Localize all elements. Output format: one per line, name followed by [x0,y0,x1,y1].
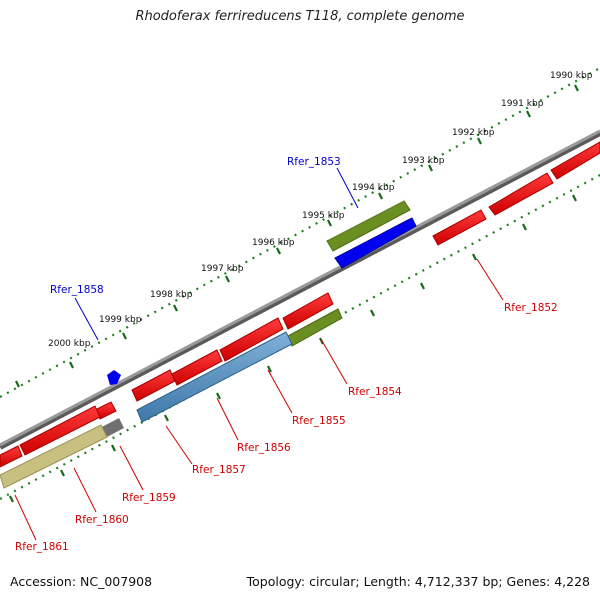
reverse-tick-i [164,414,169,422]
scale-label-1998: 1998 kbp [150,290,193,300]
gene-labels: Rfer_1853 Rfer_1858 Rfer_1852 Rfer_1854 … [15,156,558,553]
map-title: Rhodoferax ferrireducens T118, complete … [135,9,465,24]
reverse-tick-g [267,365,272,373]
reverse-tick-j [111,444,116,452]
reverse-tick-c [472,253,477,261]
reverse-tick-d [420,282,425,290]
leader-rfer-1853 [336,167,359,209]
leader-rfer-1854 [320,338,348,385]
reverse-tick-e [370,309,375,317]
forward-tick-1990 [574,84,579,92]
scale-label-1995: 1995 kbp [302,211,345,221]
scale-label-1997: 1997 kbp [201,264,244,274]
label-rfer-1861: Rfer_1861 [15,541,69,553]
label-rfer-1859: Rfer_1859 [122,492,176,504]
forward-tick-2000 [69,361,74,369]
leader-rfer-1859 [119,445,144,491]
scale-label-1999: 1999 kbp [99,315,142,325]
forward-tick-1997 [225,275,230,283]
gene-rfer-1859-grey [100,418,124,438]
reverse-major-ticks [9,194,577,503]
label-rfer-1852: Rfer_1852 [504,302,558,314]
leader-rfer-1860 [73,467,97,513]
forward-major-ticks [15,84,579,388]
leader-rfer-1861 [14,494,37,541]
leader-rfer-1858 [74,297,99,341]
reverse-tick-k [60,469,65,477]
leader-rfer-1855 [267,369,293,414]
gene-rfer-1852-b [488,172,554,216]
gene-rfer-1860-red [19,405,101,456]
label-rfer-1855: Rfer_1855 [292,415,346,427]
gene-rfer-1857-b [131,369,176,402]
gene-rfer-1860 [0,424,108,489]
forward-genes [107,199,417,385]
forward-tick-1994 [378,192,383,200]
forward-tick-1991 [526,110,531,118]
scale-label-1992: 1992 kbp [452,128,495,138]
leader-rfer-1857 [165,425,193,465]
accession-text: Accession: NC_007908 [10,574,153,589]
forward-tick-1999 [122,332,127,340]
label-rfer-1854: Rfer_1854 [348,386,402,398]
label-rfer-1853: Rfer_1853 [287,156,341,168]
gene-rfer-1861 [0,445,23,468]
leader-rfer-1852 [476,258,504,301]
forward-tick-1998 [173,304,178,312]
gene-rfer-1858 [107,370,121,385]
gene-rfer-1854-red [282,292,334,330]
scale-label-1996: 1996 kbp [252,238,295,248]
forward-tick-1993 [428,164,433,172]
reverse-tick-b [522,223,527,231]
label-leaders [14,167,504,541]
reverse-tick-l [9,495,14,503]
reverse-tick-f [319,337,324,345]
gene-rfer-1856 [136,331,293,423]
reverse-tick-track [0,174,600,500]
scale-tick-labels: 1990 kbp 1991 kbp 1992 kbp 1993 kbp 1994… [48,71,593,349]
genome-summary-text: Topology: circular; Length: 4,712,337 bp… [246,574,590,589]
reverse-tick-h [216,392,221,400]
scale-label-1994: 1994 kbp [352,183,395,193]
label-rfer-1856: Rfer_1856 [237,442,291,454]
genome-backbone [0,129,600,447]
reverse-genes [0,141,600,489]
gene-rfer-1853 [334,217,417,269]
gene-rfer-1852-c [550,141,600,180]
label-rfer-1858: Rfer_1858 [50,284,104,296]
gene-rfer-1855 [219,317,284,362]
leader-rfer-1856 [216,397,239,441]
scale-label-1990: 1990 kbp [550,71,593,81]
forward-tick-2001 [15,380,20,388]
label-rfer-1860: Rfer_1860 [75,514,129,526]
scale-label-1993: 1993 kbp [402,156,445,166]
forward-tick-1995 [327,219,332,227]
genome-backbone-shadow [0,130,600,450]
gene-rfer-1853-olive-top [327,199,407,241]
gene-rfer-1852-a [432,209,487,246]
reverse-tick-a [572,194,577,202]
scale-label-2000: 2000 kbp [48,339,91,349]
forward-tick-1996 [276,247,281,255]
label-rfer-1857: Rfer_1857 [192,464,246,476]
scale-label-1991: 1991 kbp [501,99,544,109]
forward-tick-1992 [477,137,482,145]
